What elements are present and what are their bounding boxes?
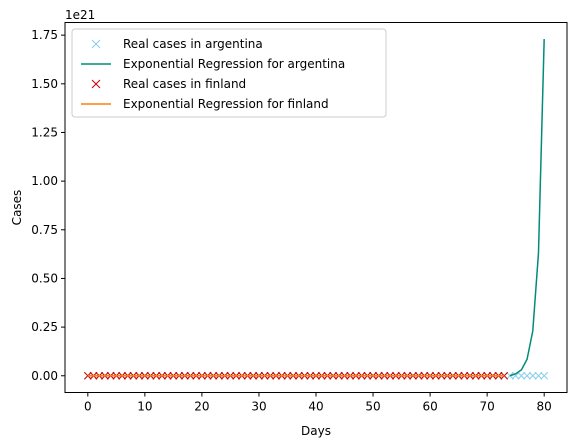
data-point xyxy=(517,371,526,380)
series-1 xyxy=(509,39,545,377)
y-axis-label: Cases xyxy=(10,190,24,226)
y-tick-label: 0.50 xyxy=(31,271,58,285)
x-tick-label: 80 xyxy=(537,400,552,414)
data-point xyxy=(511,371,520,380)
legend-label: Real cases in argentina xyxy=(123,37,263,51)
data-point xyxy=(528,371,537,380)
legend-box xyxy=(71,28,387,118)
legend-entry: Exponential Regression for argentina xyxy=(81,57,345,71)
legend-marker xyxy=(91,39,101,49)
y-tick-label: 1.50 xyxy=(31,77,58,91)
data-point xyxy=(534,371,543,380)
x-tick-label: 60 xyxy=(422,400,437,414)
series-layer xyxy=(83,39,549,380)
x-tick-label: 30 xyxy=(251,400,266,414)
y-offset-text: 1e21 xyxy=(65,8,95,22)
x-tick-label: 0 xyxy=(84,400,92,414)
y-tick-label: 0.00 xyxy=(31,369,58,383)
x-tick-label: 70 xyxy=(479,400,494,414)
legend-entry: Real cases in finland xyxy=(91,77,246,91)
y-tick-label: 1.75 xyxy=(31,28,58,42)
y-axis: 0.00 0.25 0.50 0.75 1.00 1.25 1.50 1.75 xyxy=(31,28,65,383)
legend-entry: Real cases in argentina xyxy=(91,37,263,51)
x-axis-label: Days xyxy=(301,424,331,438)
series-line xyxy=(509,39,545,377)
y-tick-label: 0.75 xyxy=(31,223,58,237)
legend-marker xyxy=(91,79,101,89)
y-tick-label: 1.00 xyxy=(31,174,58,188)
legend-entry: Exponential Regression for finland xyxy=(81,97,329,111)
data-point xyxy=(506,371,514,380)
x-tick-label: 20 xyxy=(194,400,209,414)
data-point xyxy=(540,371,549,380)
y-tick-label: 1.25 xyxy=(31,125,58,139)
legend-label: Real cases in finland xyxy=(123,77,246,91)
legend-label: Exponential Regression for finland xyxy=(123,97,329,111)
y-tick-label: 0.25 xyxy=(31,320,58,334)
x-tick-label: 50 xyxy=(365,400,380,414)
x-tick-label: 40 xyxy=(308,400,323,414)
legend: Real cases in argentina Exponential Regre… xyxy=(71,28,387,118)
data-point xyxy=(523,371,531,380)
x-axis: 0 10 20 30 40 50 60 70 80 xyxy=(84,392,552,414)
x-tick-label: 10 xyxy=(137,400,152,414)
legend-label: Exponential Regression for argentina xyxy=(123,57,345,71)
